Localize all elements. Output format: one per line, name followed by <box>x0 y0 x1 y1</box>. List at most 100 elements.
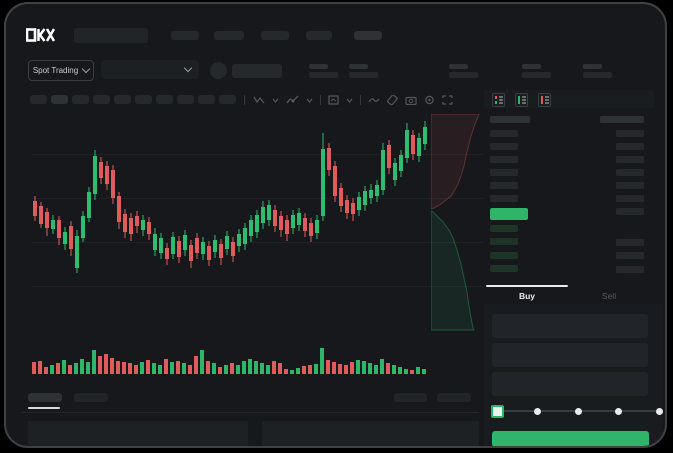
orderbook-asks-icon[interactable] <box>538 93 551 107</box>
bottom-right-pill[interactable] <box>437 393 471 402</box>
candlestick-chart[interactable] <box>31 116 429 337</box>
nav-pill[interactable] <box>261 31 289 40</box>
market-type-label: Spot Trading <box>32 66 79 75</box>
chevron-down-icon[interactable] <box>272 98 279 103</box>
volume-bar <box>296 368 300 374</box>
candle-body <box>45 212 49 228</box>
ask-amount-placeholder <box>616 208 644 215</box>
timeframe-pill[interactable] <box>198 95 215 104</box>
buy-submit-button[interactable] <box>492 431 649 446</box>
volume-bar <box>326 360 330 374</box>
candle-body <box>405 130 409 158</box>
divider <box>320 95 321 105</box>
stat-value-placeholder <box>522 72 551 78</box>
timeframe-pill[interactable] <box>72 95 89 104</box>
volume-bar <box>140 362 144 374</box>
pair-selector-dropdown[interactable] <box>101 60 199 79</box>
volume-bar <box>398 367 402 374</box>
candle-body <box>165 248 169 259</box>
timeframe-pill[interactable] <box>93 95 110 104</box>
indicators-icon[interactable] <box>328 95 339 105</box>
candle-body <box>291 215 295 228</box>
volume-bar <box>164 359 168 374</box>
volume-bar <box>98 356 102 374</box>
bottom-tab[interactable] <box>28 393 62 402</box>
bottom-tab[interactable] <box>74 393 108 402</box>
candle-body <box>249 220 253 236</box>
slider-stop[interactable] <box>615 407 623 415</box>
tab-buy[interactable]: Buy <box>518 291 536 301</box>
candle-body <box>261 207 265 223</box>
nav-pill[interactable] <box>214 31 244 40</box>
candle-body <box>309 223 313 236</box>
candle-type-icon[interactable] <box>252 95 265 105</box>
timeframe-pill[interactable] <box>51 95 68 104</box>
candle-body <box>357 197 361 210</box>
volume-bar <box>410 370 414 374</box>
chevron-down-icon[interactable] <box>346 98 353 103</box>
timeframe-pill[interactable] <box>177 95 194 104</box>
chevron-down-icon[interactable] <box>306 98 313 103</box>
tab-sell[interactable]: Sell <box>601 291 617 301</box>
candle-body <box>171 237 175 254</box>
candle-body <box>183 235 187 250</box>
trade-input-placeholder[interactable] <box>492 314 648 338</box>
fullscreen-icon[interactable] <box>442 95 453 105</box>
orderbook-combined-icon[interactable] <box>492 93 505 107</box>
volume-bar <box>44 367 48 374</box>
candle-body <box>387 145 391 168</box>
bid-price-placeholder <box>490 238 518 246</box>
volume-bar <box>110 358 114 374</box>
candle-body <box>231 242 235 256</box>
volume-bar <box>332 362 336 374</box>
settings-gear-icon[interactable] <box>424 95 435 105</box>
candle-body <box>129 218 133 234</box>
stat-label-placeholder <box>349 64 368 69</box>
ask-price-placeholder <box>490 143 518 150</box>
timeframe-pill[interactable] <box>114 95 131 104</box>
candle-body <box>327 148 331 170</box>
volume-bar <box>86 362 90 374</box>
bid-price-placeholder <box>490 225 518 232</box>
compare-icon[interactable] <box>286 95 299 105</box>
candle-body <box>285 220 289 234</box>
timeframe-pill[interactable] <box>219 95 236 104</box>
nav-pill[interactable] <box>171 31 199 40</box>
market-type-dropdown[interactable]: Spot Trading <box>28 60 94 81</box>
depth-chart[interactable] <box>431 114 484 331</box>
okx-logo-icon[interactable] <box>26 28 55 42</box>
trade-input-placeholder[interactable] <box>492 372 648 396</box>
timeframe-pill[interactable] <box>156 95 173 104</box>
bottom-right-pill[interactable] <box>394 393 427 402</box>
volume-bar <box>308 365 312 374</box>
volume-bar <box>254 361 258 374</box>
measure-icon[interactable] <box>387 95 398 105</box>
slider-stop[interactable] <box>574 407 582 415</box>
slider-handle[interactable] <box>491 405 504 418</box>
slider-stop[interactable] <box>533 407 541 415</box>
volume-chart[interactable] <box>31 342 429 374</box>
candle-body <box>219 244 223 258</box>
search-input[interactable] <box>74 28 148 43</box>
candle-body <box>189 245 193 261</box>
volume-bar <box>182 363 186 374</box>
trade-input-placeholder[interactable] <box>492 343 648 367</box>
candle-body <box>99 162 103 178</box>
slider-stop[interactable] <box>656 407 663 415</box>
chevron-down-icon <box>81 64 91 74</box>
candle-body <box>237 234 241 246</box>
line-tool-icon[interactable] <box>368 95 380 105</box>
camera-icon[interactable] <box>405 95 417 105</box>
volume-bar <box>338 364 342 374</box>
divider <box>244 95 245 105</box>
chevron-down-icon <box>183 63 193 73</box>
candle-body <box>255 215 259 232</box>
timeframe-pill[interactable] <box>30 95 47 104</box>
volume-bar <box>380 359 384 374</box>
nav-extra-pill[interactable] <box>354 31 382 40</box>
timeframe-pill[interactable] <box>135 95 152 104</box>
volume-bar <box>200 350 204 374</box>
orderbook-bids-icon[interactable] <box>515 93 528 107</box>
nav-pill[interactable] <box>306 31 332 40</box>
candle-body <box>345 200 349 213</box>
